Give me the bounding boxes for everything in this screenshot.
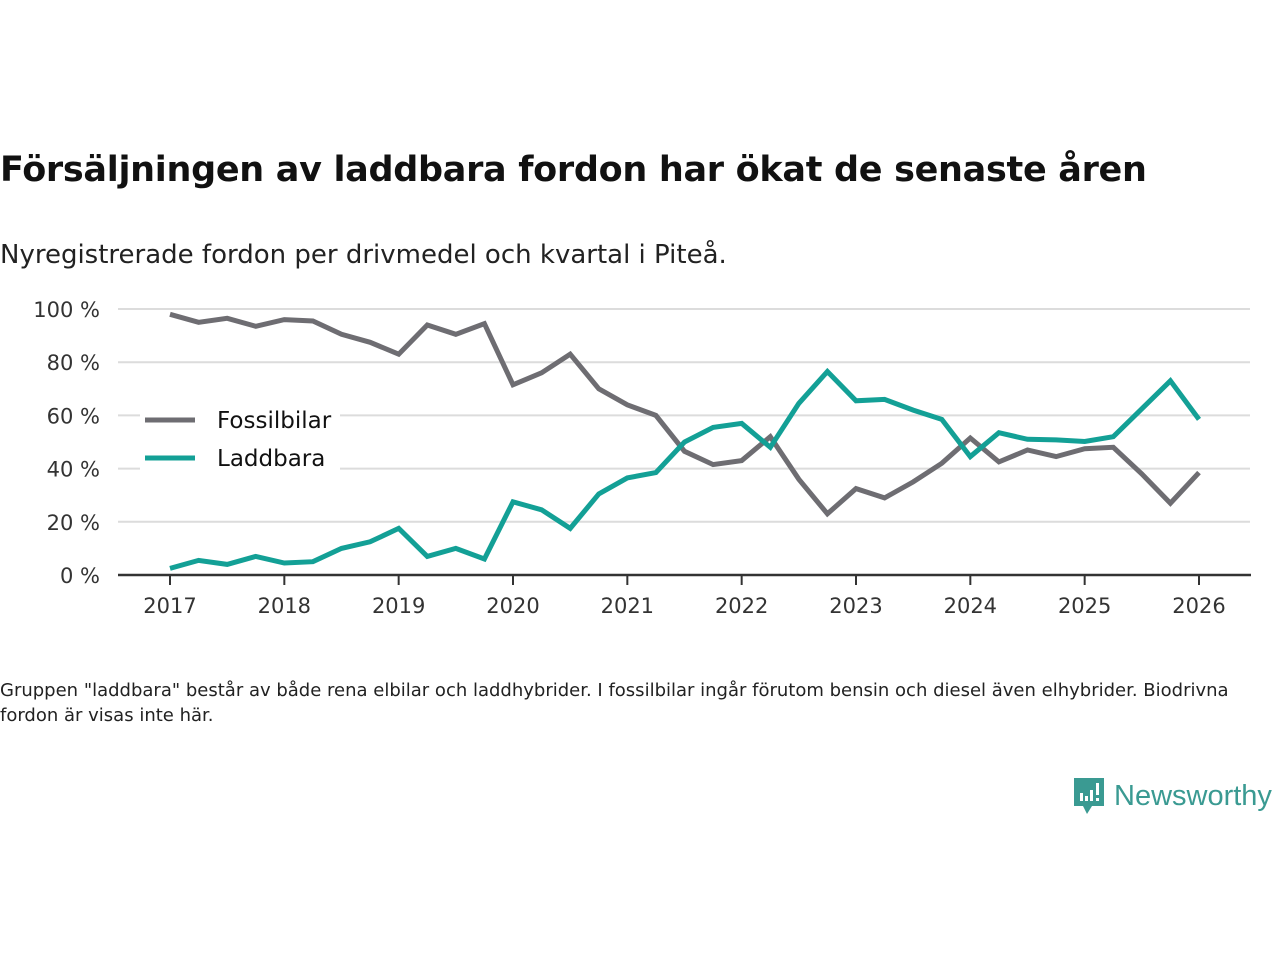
y-tick-label: 40 %: [47, 458, 100, 482]
x-tick-label: 2017: [143, 594, 196, 618]
x-tick-label: 2025: [1058, 594, 1111, 618]
y-axis-ticks: 0 % 20 % 40 % 60 % 80 % 100 %: [33, 298, 100, 588]
chart-title: Försäljningen av laddbara fordon har öka…: [0, 150, 1147, 190]
x-tick-label: 2023: [829, 594, 882, 618]
line-chart: 0 % 20 % 40 % 60 % 80 % 100 % 2017 2018 2019 202…: [33, 298, 1251, 618]
y-tick-label: 0 %: [60, 564, 100, 588]
series-lines: [169, 311, 1202, 571]
y-tick-label: 20 %: [47, 511, 100, 535]
newsworthy-logo[interactable]: Newsworthy: [1072, 776, 1272, 816]
y-tick-label: 80 %: [47, 351, 100, 375]
x-tick-label: 2026: [1172, 594, 1225, 618]
bar-chart-bubble-icon: [1074, 778, 1104, 814]
chart-subtitle: Nyregistrerade fordon per drivmedel och …: [0, 240, 727, 270]
y-tick-label: 100 %: [33, 298, 100, 322]
y-tick-label: 60 %: [47, 404, 100, 428]
x-axis: 2017 2018 2019 2020 2021 2022 2023 2024 2025 2026: [118, 573, 1251, 618]
legend: Fossilbilar Laddbara: [140, 400, 340, 474]
x-tick-label: 2022: [715, 594, 768, 618]
x-tick-label: 2019: [372, 594, 425, 618]
x-tick-label: 2024: [944, 594, 997, 618]
x-tick-label: 2020: [486, 594, 539, 618]
legend-label: Fossilbilar: [217, 408, 332, 434]
series-line-laddbara: [169, 367, 1202, 571]
footnote: Gruppen "laddbara" består av både rena e…: [0, 680, 1229, 726]
x-tick-label: 2021: [601, 594, 654, 618]
x-tick-label: 2018: [258, 594, 311, 618]
brand-name: Newsworthy: [1114, 779, 1272, 812]
series-line-fossilbilar: [169, 311, 1201, 518]
legend-label: Laddbara: [217, 446, 325, 472]
